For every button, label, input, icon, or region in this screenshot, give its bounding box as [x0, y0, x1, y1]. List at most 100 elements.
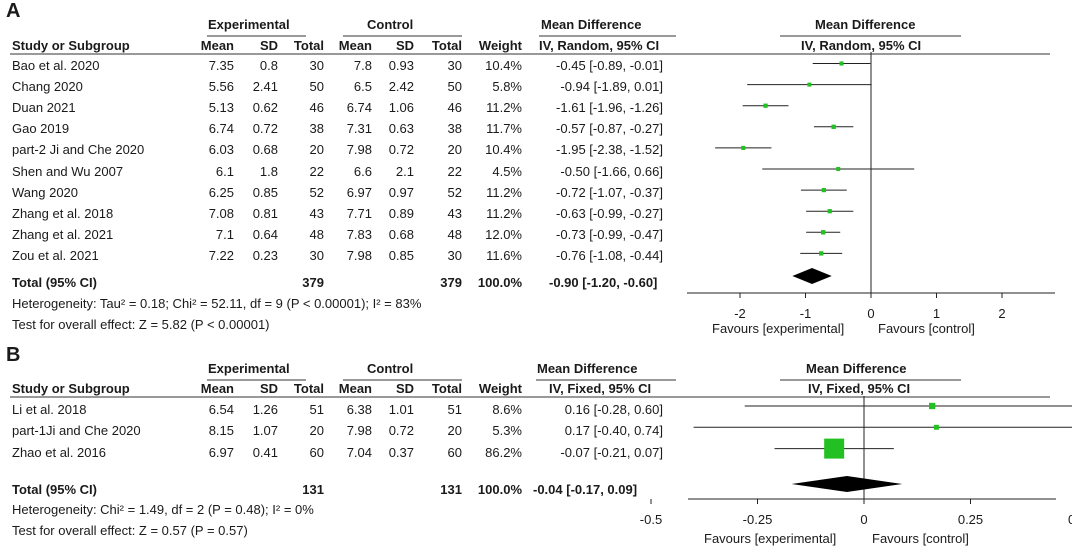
study-name: Zou et al. 2021	[12, 247, 99, 263]
total-weight: 100.0%	[477, 275, 522, 290]
pooled-diamond	[792, 268, 832, 284]
ctrl-mean: 6.6	[353, 163, 372, 179]
ci-value: -0.72 [-1.07, -0.37]	[556, 184, 663, 200]
method-header: IV, Random, 95% CI	[539, 38, 660, 53]
ci-value: -1.61 [-1.96, -1.26]	[556, 100, 663, 116]
pooled-ci: -0.90 [-1.20, -0.60]	[549, 275, 658, 290]
ci-value: -0.07 [-0.21, 0.07]	[560, 444, 663, 460]
exp-total: 60	[309, 444, 324, 460]
ctrl-mean: 6.74	[346, 100, 372, 116]
exp-total-n: 379	[302, 275, 324, 290]
ctrl-sd-header: SD	[395, 381, 414, 396]
exp-total: 38	[309, 121, 324, 137]
weight-value: 8.6%	[492, 402, 522, 417]
weight-value: 10.4%	[485, 58, 522, 73]
exp-sd: 1.8	[259, 163, 278, 179]
study-name: Chang 2020	[12, 79, 83, 95]
exp-mean: 7.1	[215, 226, 234, 242]
exp-mean: 6.03	[208, 142, 234, 158]
exp-total: 48	[309, 226, 324, 242]
x-tick-label: 0.25	[958, 512, 983, 527]
exp-total: 20	[309, 423, 324, 439]
ctrl-total: 30	[447, 58, 462, 73]
exp-total: 30	[309, 247, 324, 263]
weight-value: 11.2%	[486, 100, 522, 116]
exp-mean: 6.54	[208, 402, 234, 417]
exp-mean: 7.35	[208, 58, 234, 73]
study-estimate-marker	[763, 103, 768, 108]
study-name: Zhao et al. 2016	[12, 444, 106, 460]
method-header: IV, Fixed, 95% CI	[549, 381, 652, 396]
ctrl-sd: 1.06	[388, 100, 414, 116]
ctrl-sd: 0.72	[388, 423, 414, 439]
ctrl-total: 43	[447, 205, 462, 221]
ci-value: -0.63 [-0.99, -0.27]	[556, 205, 663, 221]
weight-value: 12.0%	[485, 226, 522, 242]
exp-sd: 0.72	[252, 121, 278, 137]
exp-mean: 8.15	[208, 423, 234, 439]
heterogeneity-text: Heterogeneity: Chi² = 1.49, df = 2 (P = …	[12, 502, 314, 517]
x-tick-label: 0.5	[1068, 512, 1072, 527]
exp-sd: 0.81	[252, 205, 278, 221]
ctrl-mean: 7.04	[346, 444, 372, 460]
weight-value: 4.5%	[492, 163, 522, 179]
study-estimate-marker	[929, 402, 936, 410]
pooled-ci: -0.04 [-0.17, 0.09]	[533, 482, 638, 497]
favours-experimental-label: Favours [experimental]	[712, 321, 845, 336]
exp-total: 46	[309, 100, 324, 116]
weight-header: Weight	[478, 38, 522, 53]
study-name: Zhang et al. 2021	[12, 226, 114, 242]
exp-total: 52	[309, 184, 324, 200]
ctrl-mean: 6.5	[353, 79, 372, 95]
ci-value: -0.57 [-0.87, -0.27]	[556, 121, 663, 137]
study-estimate-marker	[821, 187, 826, 193]
ctrl-mean-header: Mean	[338, 38, 372, 53]
ctrl-sd: 0.97	[388, 184, 414, 200]
ctrl-sd: 0.93	[388, 58, 414, 73]
exp-mean-header: Mean	[200, 381, 234, 396]
ctrl-total: 22	[447, 163, 462, 179]
ci-value: -0.76 [-1.08, -0.44]	[556, 247, 663, 263]
exp-mean: 5.56	[208, 79, 234, 95]
study-estimate-marker	[831, 124, 836, 129]
x-tick-label: -0.5	[640, 512, 662, 527]
method-plot-header: IV, Fixed, 95% CI	[808, 381, 911, 396]
ctrl-total-n: 131	[440, 482, 462, 497]
study-estimate-marker	[839, 61, 844, 66]
ctrl-mean: 7.98	[346, 142, 372, 158]
ctrl-mean: 7.98	[346, 247, 372, 263]
weight-value: 11.6%	[486, 247, 522, 263]
x-tick-label: -0.25	[743, 512, 773, 527]
control-group-header: Control	[367, 361, 414, 376]
x-tick-label: -1	[800, 306, 812, 321]
study-estimate-marker	[741, 145, 746, 150]
exp-total: 51	[309, 402, 324, 417]
exp-sd-header: SD	[259, 38, 278, 53]
ctrl-total-header: Total	[431, 381, 462, 396]
study-name: Zhang et al. 2018	[12, 205, 114, 221]
study-name: part-2 Ji and Che 2020	[12, 142, 145, 158]
x-tick-label: 0	[867, 306, 874, 321]
ctrl-mean: 7.31	[346, 121, 372, 137]
exp-sd: 0.85	[252, 184, 278, 200]
weight-value: 86.2%	[485, 444, 522, 460]
exp-sd: 0.23	[252, 247, 278, 263]
ctrl-sd: 1.01	[388, 402, 414, 417]
exp-sd-header: SD	[259, 381, 278, 396]
weight-value: 11.2%	[486, 205, 522, 221]
total-label: Total (95% CI)	[12, 275, 97, 290]
ctrl-sd: 0.37	[388, 444, 414, 460]
exp-sd: 0.68	[252, 142, 278, 158]
ctrl-total: 38	[447, 121, 462, 137]
exp-total-header: Total	[293, 381, 324, 396]
ctrl-mean: 7.71	[346, 205, 372, 221]
exp-mean: 6.25	[208, 184, 234, 200]
ctrl-mean: 7.83	[346, 226, 372, 242]
overall-effect-text: Test for overall effect: Z = 0.57 (P = 0…	[12, 523, 248, 538]
ctrl-total: 20	[447, 423, 462, 439]
exp-sd: 2.41	[252, 79, 278, 95]
ctrl-total: 52	[447, 184, 462, 200]
ctrl-mean: 6.38	[346, 402, 372, 417]
ci-value: -1.95 [-2.38, -1.52]	[556, 142, 663, 158]
